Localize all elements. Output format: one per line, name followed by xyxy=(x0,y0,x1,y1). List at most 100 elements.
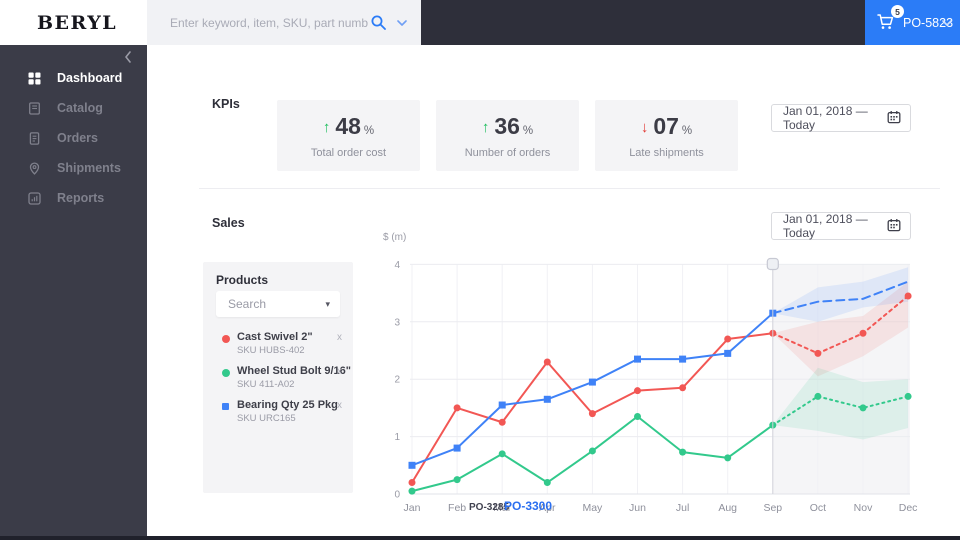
series-marker-icon xyxy=(222,369,230,377)
search-scope-chevron-down-icon[interactable] xyxy=(397,19,407,26)
kpi-card-total-order-cost: ↑ 48% Total order cost xyxy=(277,100,420,171)
sidebar-item-label: Dashboard xyxy=(57,71,123,85)
top-bar: BERYL Chris Robin Northern Parts 5 PO-58… xyxy=(0,0,960,45)
forecast-band xyxy=(772,267,909,322)
list-item: Cast Swivel 2" SKU HUBS-402 x xyxy=(203,330,353,364)
x-tick-label: Jul xyxy=(676,502,689,514)
kpi-card-late-shipments: ↓ 07% Late shipments xyxy=(595,100,738,171)
data-point[interactable] xyxy=(679,355,687,363)
kpi-label: Number of orders xyxy=(464,147,551,159)
data-point[interactable] xyxy=(634,355,641,363)
data-point[interactable] xyxy=(724,454,732,462)
data-point[interactable] xyxy=(634,413,641,421)
x-tick-label: Aug xyxy=(718,502,737,514)
data-point[interactable] xyxy=(814,349,822,357)
forecast-band xyxy=(772,281,909,377)
cart-chevron-down-icon xyxy=(942,20,952,26)
sidebar-item-catalog[interactable]: Catalog xyxy=(0,93,147,123)
order-annotation[interactable]: PO-3285 xyxy=(469,502,510,513)
data-point[interactable] xyxy=(498,401,506,409)
data-point[interactable] xyxy=(814,392,822,400)
data-point[interactable] xyxy=(408,479,416,487)
kpis-section-title: KPIs xyxy=(212,97,240,111)
sidebar-item-label: Orders xyxy=(57,131,98,145)
remove-product-button[interactable]: x xyxy=(337,400,342,411)
forecast-line xyxy=(771,280,910,315)
logo-area: BERYL xyxy=(0,0,147,45)
products-panel-title: Products xyxy=(216,273,269,287)
y-axis-label: $ (m) xyxy=(383,232,407,243)
sales-chart[interactable]: 0 1 2 3 4 Jan Feb Mar Apr May Jun Jul Aug Sep Oct Nov De… xyxy=(378,228,940,528)
topbar-dark-section: Chris Robin Northern Parts xyxy=(421,0,865,45)
y-tick-label: 4 xyxy=(394,260,400,271)
data-point[interactable] xyxy=(859,329,867,337)
data-point[interactable] xyxy=(904,392,912,400)
data-point[interactable] xyxy=(543,358,551,366)
data-point[interactable] xyxy=(679,448,687,456)
remove-product-button[interactable]: x xyxy=(337,366,342,377)
search-icon[interactable] xyxy=(370,14,387,31)
data-point[interactable] xyxy=(408,487,416,495)
orders-document-icon xyxy=(28,131,41,145)
global-search xyxy=(147,0,421,45)
x-tick-label: Oct xyxy=(810,502,826,514)
data-point[interactable] xyxy=(453,476,461,484)
reports-chart-icon xyxy=(28,191,41,205)
main-content: KPIs ↑ 48% Total order cost ↑ 36% Number o… xyxy=(147,45,960,536)
sidebar-item-dashboard[interactable]: Dashboard xyxy=(0,63,147,93)
products-search-select[interactable]: Search ▾ xyxy=(216,291,340,317)
y-tick-label: 2 xyxy=(394,375,400,386)
cart-count-badge: 5 xyxy=(891,5,904,18)
data-point[interactable] xyxy=(453,444,461,452)
trend-down-icon: ↓ xyxy=(640,119,649,136)
select-caret-down-icon: ▾ xyxy=(325,298,330,309)
y-tick-label: 3 xyxy=(394,317,400,328)
data-point[interactable] xyxy=(634,387,641,395)
data-point[interactable] xyxy=(408,461,416,469)
data-point[interactable] xyxy=(679,384,687,392)
sidebar-item-shipments[interactable]: Shipments xyxy=(0,153,147,183)
forecast-line xyxy=(771,395,910,427)
data-point[interactable] xyxy=(724,335,732,343)
forecast-band xyxy=(772,367,909,440)
search-input[interactable] xyxy=(168,14,370,31)
products-search-placeholder: Search xyxy=(228,297,267,311)
order-annotation-link[interactable]: PO-3300 xyxy=(504,499,553,513)
data-point[interactable] xyxy=(588,410,596,418)
sidebar-item-orders[interactable]: Orders xyxy=(0,123,147,153)
y-tick-label: 0 xyxy=(394,490,400,501)
kpi-label: Total order cost xyxy=(310,147,387,159)
data-point[interactable] xyxy=(543,395,551,403)
data-point[interactable] xyxy=(588,378,596,386)
sidebar-item-label: Catalog xyxy=(57,101,103,115)
data-point[interactable] xyxy=(453,404,461,412)
x-tick-label: Feb xyxy=(448,502,466,514)
calendar-icon xyxy=(887,218,901,235)
data-point[interactable] xyxy=(724,349,732,357)
x-tick-label: Apr xyxy=(539,502,556,514)
data-point[interactable] xyxy=(498,418,506,426)
cart-button[interactable]: 5 PO-5823 xyxy=(865,0,960,45)
dashboard-grid-icon xyxy=(28,72,41,85)
sidebar-item-reports[interactable]: Reports xyxy=(0,183,147,213)
sales-date-range-picker[interactable]: Jan 01, 2018 — Today xyxy=(771,212,911,240)
app-logo: BERYL xyxy=(37,11,118,34)
kpi-card-number-of-orders: ↑ 36% Number of orders xyxy=(436,100,579,171)
x-tick-label: May xyxy=(582,502,603,514)
products-panel: Products Search ▾ Cast Swivel 2" SKU HUB… xyxy=(203,262,353,493)
data-point[interactable] xyxy=(859,404,867,412)
x-tick-label: Dec xyxy=(899,502,918,514)
data-point[interactable] xyxy=(498,450,506,458)
forecast-line xyxy=(771,294,910,355)
sidebar-collapse-chevron-left-icon[interactable] xyxy=(124,51,138,65)
remove-product-button[interactable]: x xyxy=(337,332,342,343)
date-range-text: Jan 01, 2018 — Today xyxy=(783,212,868,240)
data-point[interactable] xyxy=(588,447,596,455)
forecast-divider-handle[interactable] xyxy=(766,257,779,271)
x-tick-label: Nov xyxy=(854,502,873,514)
kpis-date-range-picker[interactable]: Jan 01, 2018 — Today xyxy=(771,104,911,132)
data-point[interactable] xyxy=(543,479,551,487)
data-point[interactable] xyxy=(904,292,912,300)
x-tick-label: Sep xyxy=(763,502,782,514)
kpi-value: ↑ 36% xyxy=(481,113,534,139)
